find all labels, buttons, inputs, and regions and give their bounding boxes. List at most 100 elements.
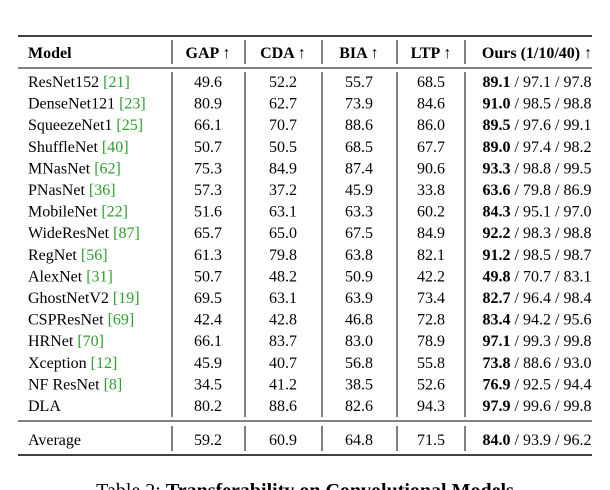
ours-rest: / 97.6 / 99.1 [515, 117, 592, 134]
cell: 52.2 [269, 74, 297, 91]
cell: 87.4 [345, 160, 373, 177]
model: HRNet [28, 333, 74, 350]
cell: 79.8 [269, 247, 297, 264]
ours-best: 89.5 [483, 117, 511, 134]
cell: 41.2 [269, 376, 297, 393]
ours-rest: / 70.7 / 83.1 [515, 268, 592, 285]
ours-rest: / 88.6 / 93.0 [515, 355, 592, 372]
citation: [23] [119, 96, 146, 113]
ours-best: 91.2 [483, 247, 511, 264]
cell: 70.7 [269, 117, 297, 134]
ours-cell: 76.9 / 92.5 / 94.4 [483, 376, 592, 393]
cell: 60.2 [417, 204, 445, 221]
column-header: GAP ↑ [186, 45, 231, 62]
ours-cell: 84.0 / 93.9 / 96.2 [483, 432, 592, 449]
ours-best: 73.8 [483, 355, 511, 372]
ours-cell: 89.0 / 97.4 / 98.2 [483, 139, 592, 156]
model-name: ResNet152 [21] [28, 74, 130, 91]
cell: 73.9 [345, 96, 373, 113]
model: ResNet152 [28, 74, 99, 91]
cell: 90.6 [417, 160, 445, 177]
ours-rest: / 97.1 / 97.8 [515, 74, 592, 91]
cell: 94.3 [417, 398, 445, 415]
cell: 86.0 [417, 117, 445, 134]
ours-rest: / 98.5 / 98.7 [515, 247, 592, 264]
cell: 66.1 [194, 333, 222, 350]
cell: 67.7 [417, 139, 445, 156]
model: DLA [28, 398, 61, 415]
cell: 68.5 [345, 139, 373, 156]
model: AlexNet [28, 268, 83, 285]
model-name: HRNet [70] [28, 333, 104, 350]
model-name: MNasNet [62] [28, 160, 121, 177]
cell: 73.4 [417, 290, 445, 307]
ours-best: 49.8 [483, 268, 511, 285]
cell: 82.6 [345, 398, 373, 415]
cell: 34.5 [194, 376, 222, 393]
ours-best: 93.3 [483, 160, 511, 177]
model-name: MobileNet [22] [28, 204, 128, 221]
model-name: Average [28, 432, 81, 449]
ours-rest: / 96.4 / 98.4 [515, 290, 592, 307]
model-name: DenseNet121 [23] [28, 96, 146, 113]
cell: 42.8 [269, 312, 297, 329]
model: NF ResNet [28, 376, 100, 393]
model: RegNet [28, 247, 77, 264]
ours-cell: 89.5 / 97.6 / 99.1 [483, 117, 592, 134]
cell: 71.5 [417, 432, 445, 449]
cell: 49.6 [194, 74, 222, 91]
column-header: LTP ↑ [411, 45, 452, 62]
column-header: Model [28, 45, 72, 62]
cell: 51.6 [194, 204, 222, 221]
model-name: AlexNet [31] [28, 268, 113, 285]
ours-best: 97.9 [483, 398, 511, 415]
cell: 80.9 [194, 96, 222, 113]
cell: 72.8 [417, 312, 445, 329]
model-name: GhostNetV2 [19] [28, 290, 140, 307]
model-name: Xception [12] [28, 355, 117, 372]
cell: 63.1 [269, 290, 297, 307]
cell: 84.9 [417, 225, 445, 242]
model: ShuffleNet [28, 139, 98, 156]
cell: 68.5 [417, 74, 445, 91]
ours-best: 84.3 [483, 204, 511, 221]
citation: [70] [77, 333, 104, 350]
cell: 45.9 [194, 355, 222, 372]
ours-cell: 63.6 / 79.8 / 86.9 [483, 182, 592, 199]
caption-label: Table 2: [96, 480, 161, 490]
ours-rest: / 79.8 / 86.9 [515, 182, 592, 199]
column-header: BIA ↑ [339, 45, 379, 62]
cell: 38.5 [345, 376, 373, 393]
ours-best: 89.0 [483, 139, 511, 156]
citation: [36] [89, 182, 116, 199]
cell: 46.8 [345, 312, 373, 329]
cell: 42.4 [194, 312, 222, 329]
caption-text: Transferability on Convolutional Models [166, 480, 514, 490]
cell: 60.9 [269, 432, 297, 449]
ours-cell: 92.2 / 98.3 / 98.8 [483, 225, 592, 242]
column-header: CDA ↑ [260, 45, 306, 62]
cell: 33.8 [417, 182, 445, 199]
model-name: DLA [28, 398, 61, 415]
citation: [87] [113, 225, 140, 242]
cell: 63.1 [269, 204, 297, 221]
model-name: CSPResNet [69] [28, 312, 134, 329]
ours-rest: / 98.3 / 98.8 [515, 225, 592, 242]
ours-rest: / 92.5 / 94.4 [515, 376, 592, 393]
citation: [12] [91, 355, 118, 372]
ours-best: 92.2 [483, 225, 511, 242]
ours-best: 89.1 [483, 74, 511, 91]
cell: 61.3 [194, 247, 222, 264]
ours-best: 91.0 [483, 96, 511, 113]
ours-best: 84.0 [483, 432, 511, 449]
cell: 50.9 [345, 268, 373, 285]
caption: Table 2: Transferability on Convolutiona… [96, 480, 514, 490]
model-name: PNasNet [36] [28, 182, 116, 199]
model-name: ShuffleNet [40] [28, 139, 129, 156]
model: MobileNet [28, 204, 98, 221]
model-name: RegNet [56] [28, 247, 108, 264]
cell: 84.6 [417, 96, 445, 113]
cell: 69.5 [194, 290, 222, 307]
ours-cell: 84.3 / 95.1 / 97.0 [483, 204, 592, 221]
cell: 50.7 [194, 139, 222, 156]
